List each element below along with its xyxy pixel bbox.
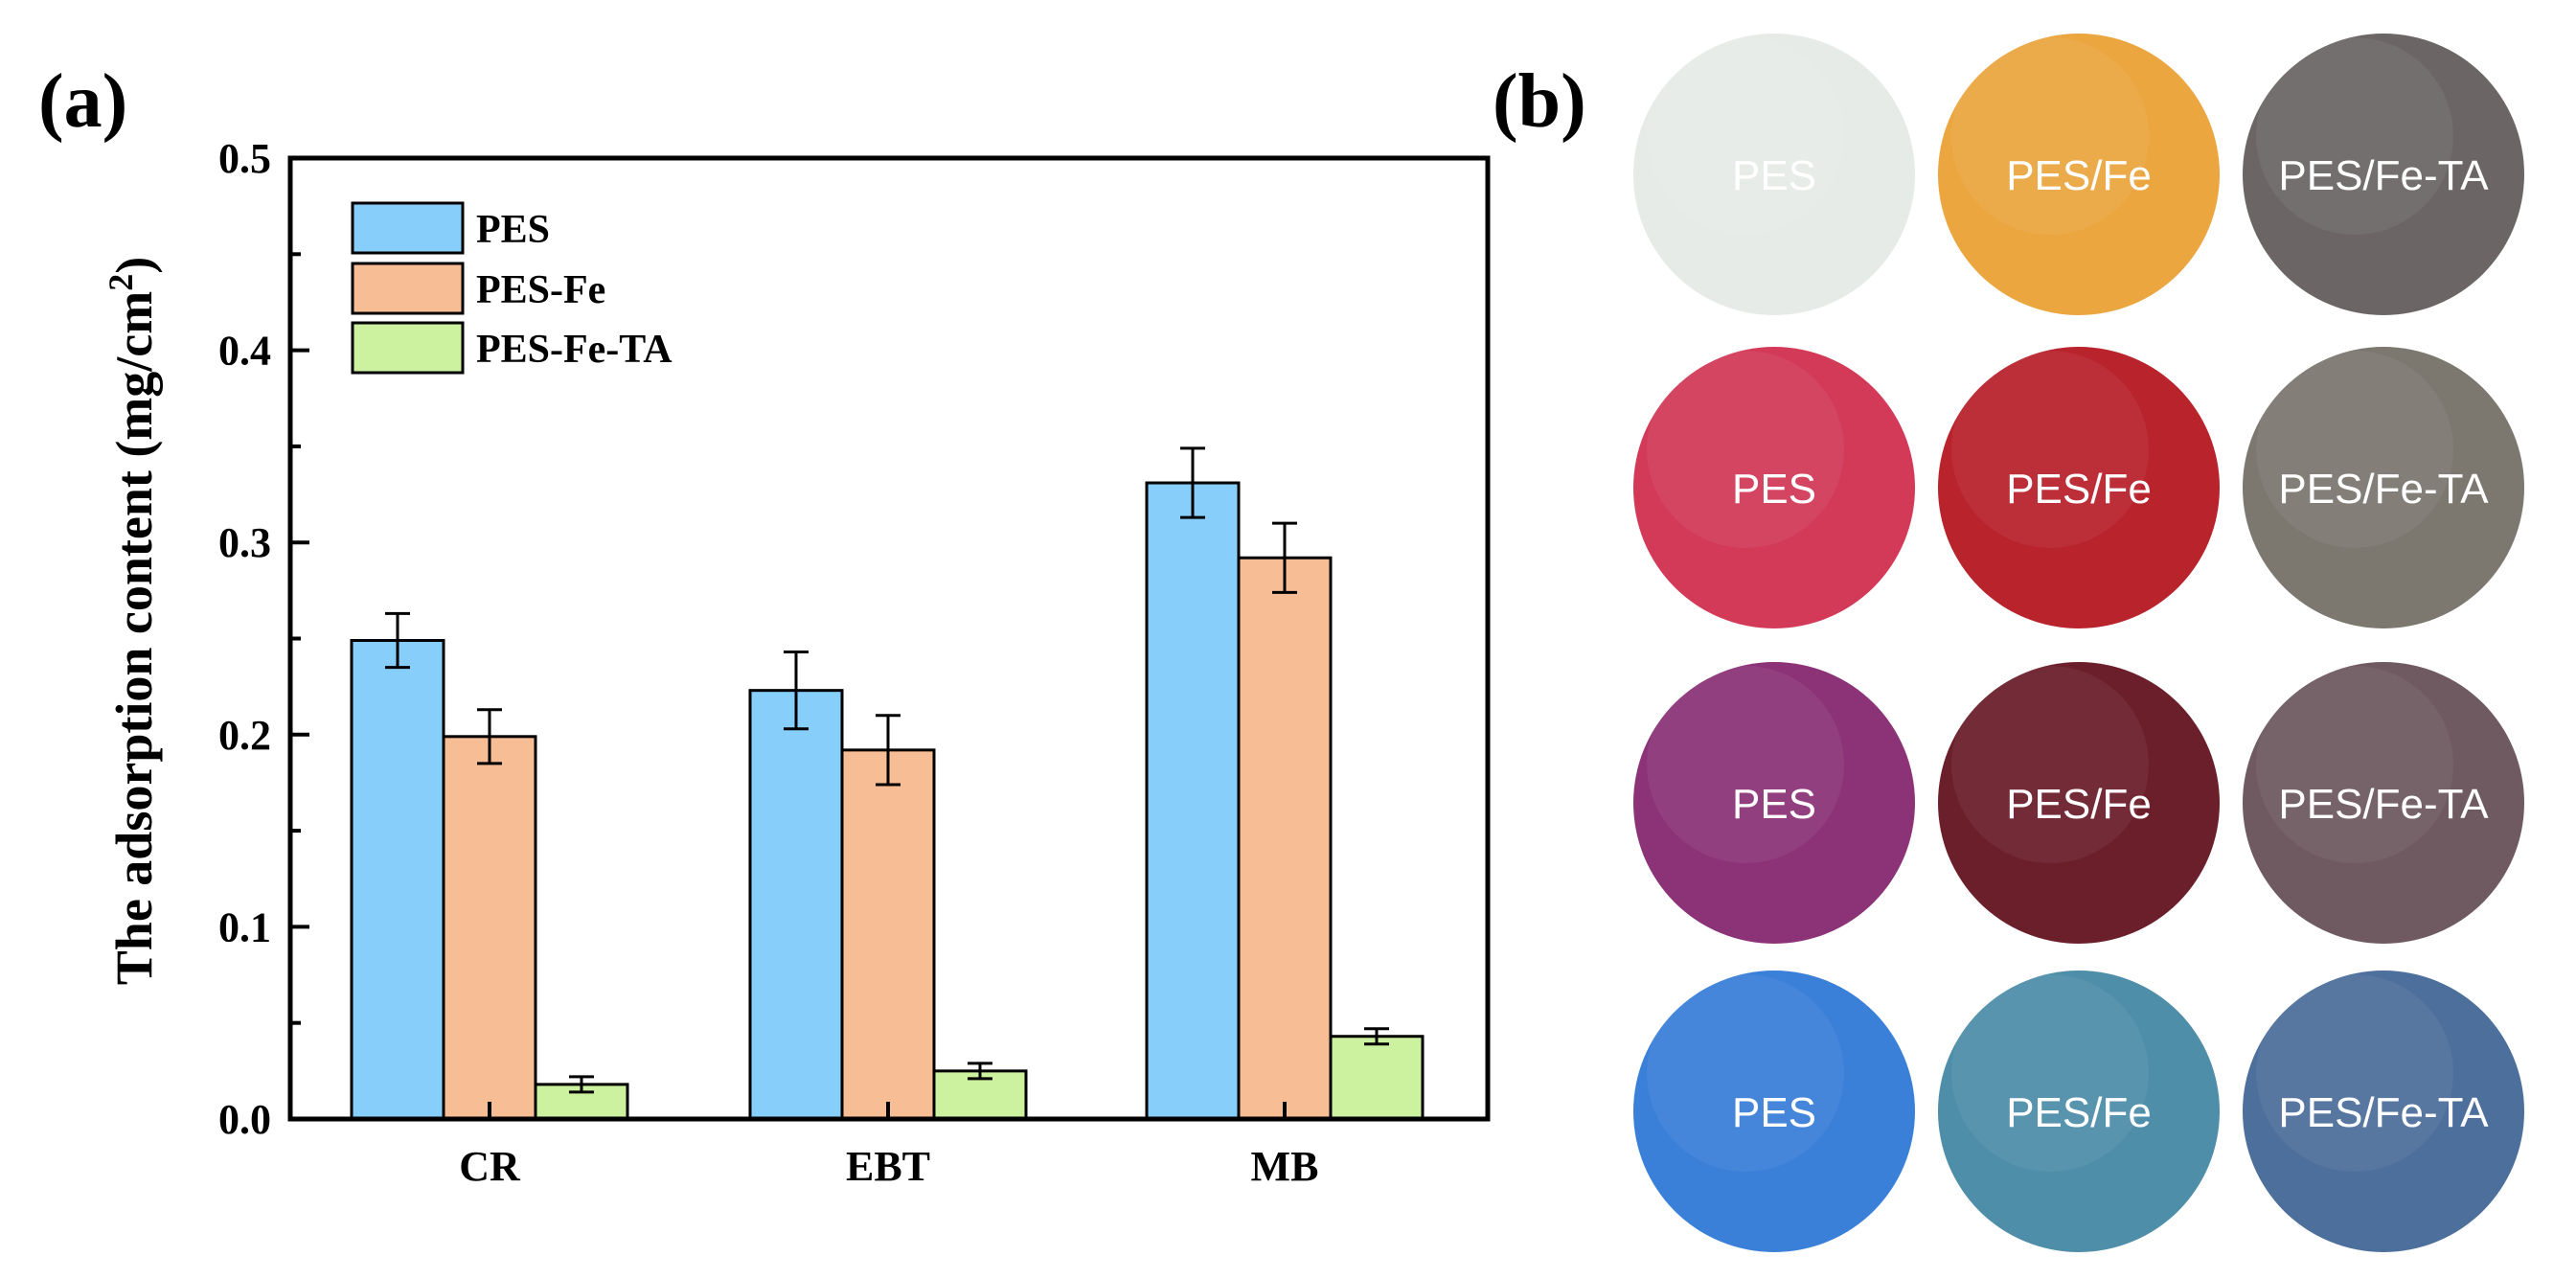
membrane-photo-grid: PES PES/Fe PES/Fe-TA PES PES/Fe PES/Fe-TA PES P… xyxy=(1633,34,2524,1252)
membrane-label: PES/Fe xyxy=(2006,466,2152,513)
membrane-sheen xyxy=(1951,974,2149,1172)
y-axis-title-superscript: 2 xyxy=(102,274,140,291)
panel-a-label: (a) xyxy=(38,59,127,144)
panel-b-label: (b) xyxy=(1493,59,1586,144)
x-category-label: EBT xyxy=(846,1143,930,1190)
x-category-label: MB xyxy=(1251,1143,1319,1190)
membrane-sheen xyxy=(1647,351,1844,548)
y-tick-label: 0.1 xyxy=(218,903,271,950)
y-axis-title: The adsorption content (mg/cm2) xyxy=(102,257,163,985)
membrane-label: PES/Fe-TA xyxy=(2278,1089,2489,1136)
bar-pes-cr xyxy=(350,639,445,1121)
bar-pes-fe-mb xyxy=(1237,556,1333,1121)
legend-label: PES-Fe xyxy=(476,268,605,312)
membrane-label: PES/Fe xyxy=(2006,1089,2152,1136)
membrane-disc: PES/Fe-TA xyxy=(2243,347,2524,628)
y-tick-label: 0.5 xyxy=(218,135,271,182)
membrane-label: PES/Fe-TA xyxy=(2278,781,2489,828)
membrane-sheen xyxy=(2256,666,2453,863)
bar-pes-mb xyxy=(1145,481,1241,1121)
membrane-label: PES xyxy=(1732,781,1816,828)
membrane-sheen xyxy=(2256,37,2453,235)
error-bars-layer xyxy=(385,446,1389,1094)
membrane-label: PES xyxy=(1732,1089,1816,1136)
y-tick-label: 0.2 xyxy=(218,712,271,759)
y-tick-label: 0.4 xyxy=(218,328,271,375)
membrane-disc: PES/Fe-TA xyxy=(2243,662,2524,944)
membrane-disc: PES xyxy=(1633,971,1915,1252)
membrane-sheen xyxy=(1951,666,2149,863)
membrane-sheen xyxy=(2256,351,2453,548)
membrane-disc: PES/Fe xyxy=(1938,662,2220,944)
bar-pes-fe-ebt xyxy=(840,748,936,1121)
membrane-label: PES/Fe xyxy=(2006,781,2152,828)
membrane-photo xyxy=(2243,347,2524,628)
membrane-photo xyxy=(1633,662,1915,944)
membrane-photo xyxy=(1633,347,1915,628)
membrane-label: PES/Fe xyxy=(2006,152,2152,199)
bar-pes-fe-ta-mb xyxy=(1329,1035,1425,1121)
y-tick-label: 0.0 xyxy=(218,1096,271,1143)
membrane-disc: PES/Fe xyxy=(1938,971,2220,1252)
membrane-photo xyxy=(1938,34,2220,315)
x-axis: CR EBT MB xyxy=(459,1102,1318,1190)
membrane-sheen xyxy=(2256,974,2453,1172)
membrane-photo xyxy=(1633,971,1915,1252)
membrane-sheen xyxy=(1647,974,1844,1172)
legend-swatch xyxy=(351,262,465,315)
legend: PES PES-Fe PES-Fe-TA xyxy=(351,201,672,375)
y-axis-title-close: ) xyxy=(105,257,163,274)
membrane-label: PES/Fe-TA xyxy=(2278,466,2489,513)
membrane-photo xyxy=(2243,971,2524,1252)
legend-label: PES xyxy=(476,208,550,252)
bar-pes-ebt xyxy=(748,689,844,1121)
membrane-label: PES xyxy=(1732,152,1816,199)
legend-label: PES-Fe-TA xyxy=(476,328,672,372)
legend-swatch xyxy=(351,201,465,255)
membrane-photo xyxy=(2243,34,2524,315)
membrane-disc: PES/Fe xyxy=(1938,34,2220,315)
bar-pes-fe-cr xyxy=(442,735,537,1121)
membrane-photo xyxy=(2243,662,2524,944)
membrane-photo xyxy=(1938,971,2220,1252)
legend-swatch xyxy=(351,321,465,375)
membrane-disc: PES/Fe-TA xyxy=(2243,34,2524,315)
y-axis-title-main: The adsorption content (mg/cm xyxy=(105,291,163,985)
membrane-disc: PES/Fe-TA xyxy=(2243,971,2524,1252)
membrane-label: PES/Fe-TA xyxy=(2278,152,2489,199)
membrane-photo xyxy=(1938,662,2220,944)
membrane-sheen xyxy=(1647,666,1844,863)
x-category-label: CR xyxy=(459,1143,521,1190)
membrane-label: PES xyxy=(1732,466,1816,513)
membrane-sheen xyxy=(1951,351,2149,548)
membrane-photo xyxy=(1938,347,2220,628)
membrane-sheen xyxy=(1951,37,2149,235)
membrane-disc: PES xyxy=(1633,662,1915,944)
membrane-disc: PES xyxy=(1633,34,1915,315)
membrane-disc: PES xyxy=(1633,347,1915,628)
y-tick-label: 0.3 xyxy=(218,519,271,566)
y-axis: 0.0 0.1 0.2 0.3 0.4 0.5 xyxy=(218,135,309,1143)
membrane-photo xyxy=(1633,34,1915,315)
membrane-sheen xyxy=(1647,37,1844,235)
bars-layer xyxy=(350,481,1425,1121)
bar-chart: 0.0 0.1 0.2 0.3 0.4 0.5 CR EBT MB PES PES-Fe PES-… xyxy=(102,135,1491,1190)
membrane-disc: PES/Fe xyxy=(1938,347,2220,628)
